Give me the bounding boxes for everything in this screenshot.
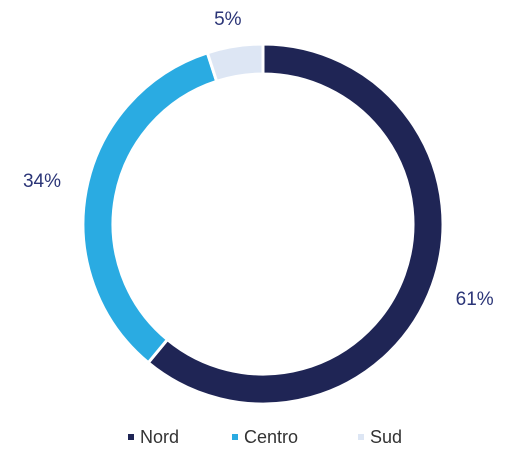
legend-marker [232, 434, 238, 440]
slice-label: 5% [214, 9, 242, 30]
legend-marker [358, 434, 364, 440]
slice-label: 34% [23, 171, 61, 192]
pie-slice [146, 42, 445, 406]
legend-marker [128, 434, 134, 440]
legend-label: Nord [140, 427, 179, 447]
legend-label: Sud [370, 427, 402, 447]
pie-slice [81, 50, 219, 365]
slice-label: 61% [456, 289, 494, 310]
pie-slice [205, 42, 265, 84]
legend-label: Centro [244, 427, 298, 447]
